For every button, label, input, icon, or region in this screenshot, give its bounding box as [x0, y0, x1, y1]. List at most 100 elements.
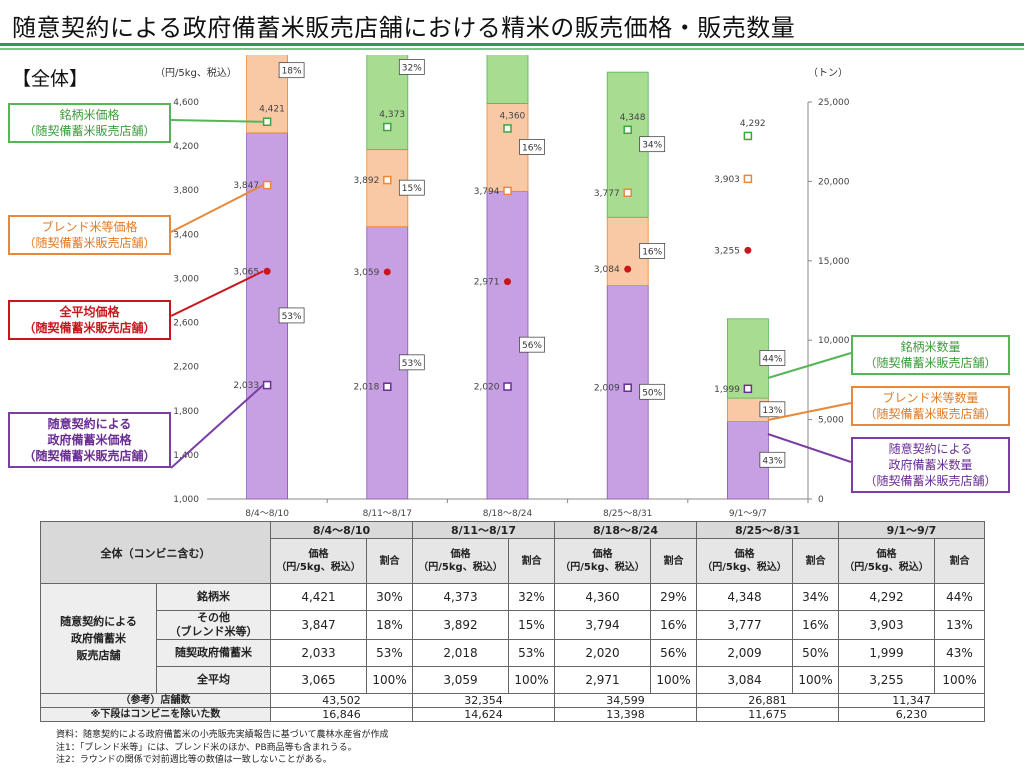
share-cell: 15% — [508, 610, 555, 640]
left-tick-label: 4,200 — [173, 142, 199, 152]
share-label-box — [759, 451, 786, 468]
price-header-line: （円/5kg、税込） — [560, 562, 645, 573]
callout-text: （随契備蓄米販売店舗） — [864, 474, 997, 488]
share-label: 16% — [642, 247, 662, 257]
right-tick-label: 5,000 — [818, 416, 844, 426]
callout-avg-price: 全平均価格 （随契備蓄米販売店舗） — [8, 300, 171, 340]
share-label-box — [519, 336, 545, 353]
stores-label: （参考）店舗数 — [40, 693, 271, 708]
group-label-line: 随意契約による — [60, 615, 137, 628]
left-tick-label: 2,200 — [173, 363, 199, 373]
price-cell: 3,903 — [838, 610, 935, 640]
price-header-line: （円/5kg、税込） — [276, 562, 361, 573]
share-label: 13% — [762, 406, 782, 416]
right-tick-label: 15,000 — [818, 257, 850, 267]
price-point — [623, 125, 632, 135]
share-cell: 53% — [366, 639, 413, 667]
price-point — [383, 382, 392, 391]
share-label: 34% — [642, 141, 662, 151]
price-cell: 4,348 — [696, 583, 793, 611]
price-header: 価格 （円/5kg、税込） — [696, 538, 793, 584]
price-quantity-chart: 1,000 1,400 1,800 2,200 2,600 3,000 3,400 3,800… — [155, 55, 852, 519]
stores-excl-cell: 14,624 — [412, 707, 555, 722]
price-cell: 3,059 — [412, 666, 509, 694]
price-label: 4,421 — [259, 105, 285, 115]
price-label: 4,360 — [500, 111, 526, 121]
price-label: 3,847 — [233, 181, 259, 191]
price-point — [743, 131, 753, 141]
price-header: 価格 （円/5kg、税込） — [270, 538, 367, 584]
row-label: 全平均 — [156, 666, 271, 694]
price-point — [383, 268, 391, 276]
stores-cell: 34,599 — [554, 693, 697, 708]
x-tick-label: 9/1～9/7 — [729, 509, 767, 519]
group-label-line: 政府備蓄米 — [71, 632, 126, 645]
share-cell: 16% — [792, 610, 839, 640]
share-cell: 30% — [366, 583, 413, 611]
callout-text: （随契備蓄米販売店舗） — [23, 236, 156, 250]
x-tick-label: 8/11～8/17 — [363, 509, 412, 519]
table-corner: 全体（コンビニ含む） — [40, 521, 271, 584]
share-label: 43% — [762, 456, 782, 466]
price-label: 2,018 — [354, 383, 380, 393]
title-rule-secondary — [0, 48, 1024, 50]
row-label-line: その他 — [197, 611, 230, 624]
share-label-box — [519, 139, 545, 155]
stores-excl-cell: 16,846 — [270, 707, 413, 722]
stores-excl-cell: 13,398 — [554, 707, 697, 722]
price-cell: 1,999 — [838, 639, 935, 667]
price-cell: 3,847 — [270, 610, 367, 640]
group-label-line: 販売店舗 — [76, 649, 121, 662]
share-label-box — [759, 401, 786, 418]
callout-text: （随契備蓄米販売店舗） — [23, 124, 156, 138]
share-cell: 53% — [508, 639, 555, 667]
price-label: 4,348 — [620, 113, 646, 123]
price-point — [624, 265, 632, 273]
share-cell: 29% — [650, 583, 697, 611]
row-label-line: 全平均 — [197, 673, 230, 686]
share-label: 53% — [402, 359, 422, 369]
share-label: 53% — [282, 312, 302, 322]
callout-text: （随契備蓄米販売店舗） — [864, 356, 997, 370]
price-header-line: （円/5kg、税込） — [418, 562, 503, 573]
share-header: 割合 — [650, 538, 697, 584]
price-point — [503, 382, 512, 391]
footnote: 注1：「ブレンド米等」には、ブレンド米のほか、PB商品等も含まれうる。 — [56, 742, 357, 753]
callout-leader-line — [767, 352, 852, 379]
share-header: 割合 — [792, 538, 839, 584]
right-axis-label: （トン） — [808, 67, 848, 79]
callout-text: 政府備蓄米価格 — [47, 433, 132, 447]
price-cell: 3,065 — [270, 666, 367, 694]
stores-excl-label: ※下段はコンビニを除いた数 — [40, 707, 271, 722]
share-label-box — [639, 243, 666, 259]
callout-brand-qty: 銘柄米数量 （随契備蓄米販売店舗） — [851, 335, 1010, 375]
share-cell: 50% — [792, 639, 839, 667]
callout-text: 全平均価格 — [59, 305, 120, 319]
left-tick-label: 1,400 — [173, 451, 199, 461]
price-label: 2,009 — [594, 384, 620, 394]
share-cell: 44% — [934, 583, 985, 611]
share-label: 56% — [522, 341, 542, 351]
share-cell: 34% — [792, 583, 839, 611]
price-label: 2,033 — [233, 381, 259, 391]
share-label: 32% — [402, 63, 422, 73]
price-cell: 2,020 — [554, 639, 651, 667]
share-header: 割合 — [508, 538, 555, 584]
price-point — [503, 124, 512, 133]
callout-text: （随契備蓄米販売店舗） — [23, 321, 156, 335]
row-label-line: 随契政府備蓄米 — [175, 646, 252, 659]
price-label: 3,065 — [233, 267, 259, 277]
price-label: 3,255 — [714, 246, 740, 256]
bar-segment — [486, 55, 529, 104]
callout-text: （随契備蓄米販売店舗） — [864, 407, 997, 421]
price-label: 3,794 — [474, 187, 500, 197]
right-tick-label: 0 — [818, 495, 824, 505]
left-tick-label: 3,800 — [173, 186, 199, 196]
price-point — [623, 188, 632, 198]
price-label: 2,971 — [474, 278, 500, 288]
share-label-box — [759, 350, 786, 366]
callout-blend-qty: ブレンド米等数量 （随契備蓄米販売店舗） — [851, 386, 1010, 426]
price-point — [503, 186, 512, 196]
share-cell: 13% — [934, 610, 985, 640]
x-tick-label: 8/18～8/24 — [483, 509, 533, 519]
